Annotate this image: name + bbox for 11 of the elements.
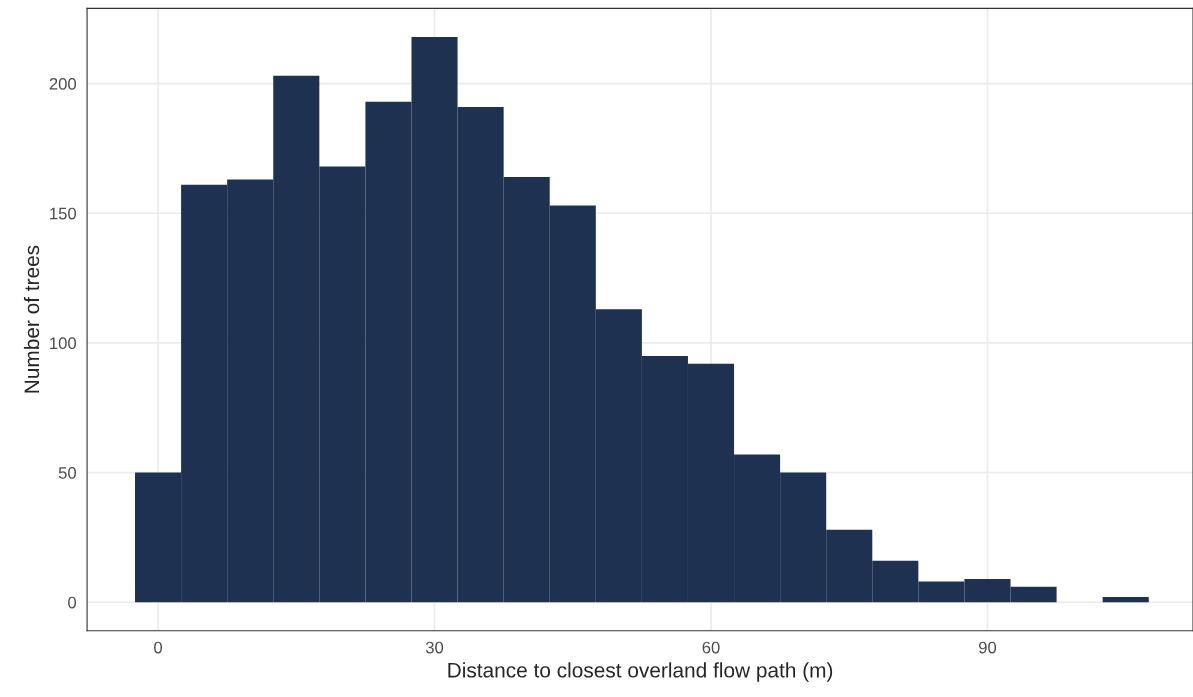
y-tick-label: 50 [58,466,77,479]
y-tick-label: 100 [50,337,77,350]
x-tick-label: 60 [702,641,720,654]
y-tick-label: 200 [49,77,77,90]
y-tick-label: 150 [50,207,77,220]
x-tick-label: 0 [154,641,163,654]
x-tick-label: 30 [425,641,444,654]
y-tick-label: 0 [68,596,77,609]
x-axis-title: Distance to closest overland flow path (m) [448,662,833,682]
y-axis-title: Number of trees [23,245,40,393]
x-tick-label: 90 [979,641,997,654]
